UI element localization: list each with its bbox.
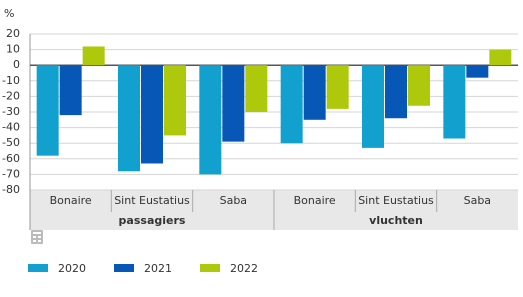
y-tick-label: -60: [2, 152, 20, 165]
y-tick-label: -70: [2, 167, 20, 180]
legend-swatch: [200, 264, 220, 272]
x-tick-label: Sint Eustatius: [358, 194, 434, 207]
bar: [118, 65, 140, 172]
bar: [443, 65, 466, 139]
bar: [36, 65, 59, 156]
y-tick-label: 0: [13, 58, 20, 71]
bar: [222, 65, 245, 142]
bar: [489, 49, 512, 66]
x-tick-label: Bonaire: [294, 194, 336, 207]
bar: [82, 46, 105, 66]
x-tick-label: Saba: [220, 194, 247, 207]
y-tick-label: -80: [2, 183, 20, 196]
bar: [59, 65, 82, 116]
source-icon: [31, 230, 43, 244]
group-label: vluchten: [369, 214, 423, 227]
bar: [466, 65, 489, 78]
legend-swatch: [114, 264, 134, 272]
bar: [199, 65, 222, 175]
bar: [245, 65, 268, 112]
bar: [385, 65, 407, 119]
bar: [326, 65, 349, 109]
group-label: passagiers: [119, 214, 186, 227]
bar: [141, 65, 163, 164]
x-tick-label: Saba: [464, 194, 491, 207]
x-tick-label: Sint Eustatius: [114, 194, 190, 207]
x-tick-label: Bonaire: [50, 194, 92, 207]
y-tick-label: -40: [2, 121, 20, 134]
bar: [280, 65, 303, 144]
y-tick-label: -10: [2, 74, 20, 87]
y-tick-label: -30: [2, 105, 20, 118]
y-tick-label: -20: [2, 89, 20, 102]
bar: [303, 65, 326, 120]
legend-label: 2022: [230, 262, 258, 275]
legend-label: 2021: [144, 262, 172, 275]
legend-swatch: [28, 264, 48, 272]
bar: [408, 65, 430, 106]
bar: [362, 65, 384, 148]
y-tick-label: 10: [6, 43, 20, 56]
y-axis-label: %: [4, 7, 14, 20]
legend-label: 2020: [58, 262, 86, 275]
y-tick-label: -50: [2, 136, 20, 149]
y-tick-label: 20: [6, 27, 20, 40]
bar: [164, 65, 186, 136]
